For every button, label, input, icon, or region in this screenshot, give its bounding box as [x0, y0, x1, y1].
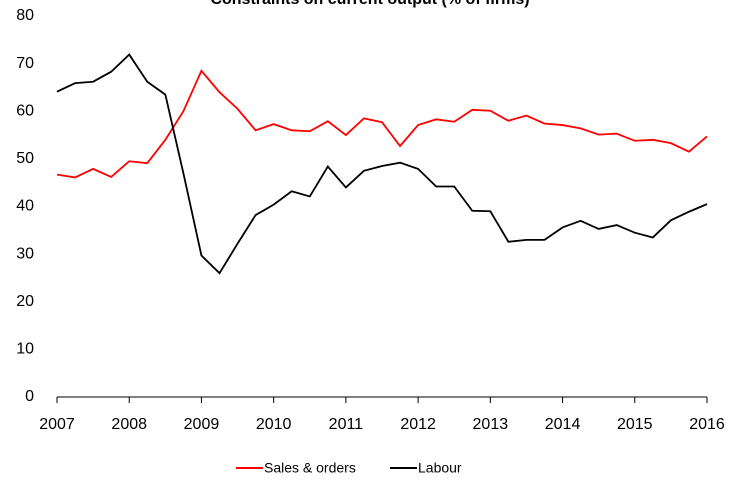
y-tick-label: 70 — [16, 55, 34, 72]
y-tick-label: 50 — [16, 150, 34, 167]
x-tick-label: 2009 — [184, 416, 220, 433]
y-tick-label: 30 — [16, 245, 34, 262]
x-tick-label: 2012 — [400, 416, 436, 433]
y-tick-label: 80 — [16, 7, 34, 24]
chart-title: Constraints on current output (% of firm… — [210, 0, 529, 8]
y-tick-label: 10 — [16, 341, 34, 358]
legend-label: Sales & orders — [264, 460, 356, 476]
y-tick-label: 60 — [16, 102, 34, 119]
x-tick-label: 2011 — [329, 416, 364, 433]
y-tick-label: 0 — [25, 388, 34, 405]
x-tick-label: 2014 — [545, 416, 581, 433]
line-series — [56, 53, 708, 275]
x-tick-label: 2016 — [689, 416, 725, 433]
y-tick-label: 20 — [16, 293, 34, 310]
legend-label: Labour — [418, 460, 462, 476]
x-tick-label: 2015 — [617, 416, 653, 433]
line-series — [56, 69, 708, 179]
x-tick-label: 2007 — [39, 416, 75, 433]
x-tick-label: 2010 — [256, 416, 292, 433]
y-tick-label: 40 — [16, 198, 34, 215]
x-tick-label: 2013 — [473, 416, 509, 433]
x-tick-label: 2008 — [111, 416, 147, 433]
